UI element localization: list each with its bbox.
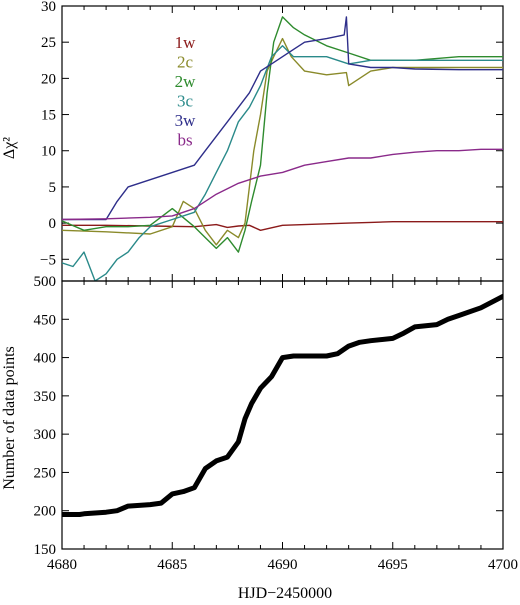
legend-entry-2c: 2c xyxy=(177,53,194,72)
series-line-3w xyxy=(62,16,503,221)
data-points-panel: 150 200 250 300 350 400 450 500 4680 4685 4690 4695… xyxy=(34,274,519,573)
plot-frame xyxy=(61,5,504,282)
y-tick-label: −5 xyxy=(40,252,56,268)
legend-entry-bs: bs xyxy=(177,131,192,150)
y-tick-label: 350 xyxy=(34,389,57,405)
series-line-bs xyxy=(62,148,503,221)
y-tick-label: 300 xyxy=(34,427,57,443)
y-axis-title-number-of-data-points: Number of data points xyxy=(1,346,18,490)
y-tick-label: 200 xyxy=(34,504,57,520)
y-tick-label: 400 xyxy=(34,351,57,367)
x-tick-label: 4700 xyxy=(488,557,518,573)
legend-entry-2w: 2w xyxy=(175,72,197,91)
series-line-1w xyxy=(62,220,503,232)
series-line-2c xyxy=(62,37,503,246)
y-tick-label: 25 xyxy=(41,35,56,51)
y-tick-label: 450 xyxy=(34,312,57,328)
x-axis-title-hjd: HJD−2450000 xyxy=(238,585,332,602)
series-line-data-points xyxy=(62,293,503,517)
series-line-2w xyxy=(62,16,503,253)
y-tick-label: 10 xyxy=(41,144,56,160)
y-axis-title-delta-chi2: Δχ² xyxy=(1,137,18,159)
series-line-3c xyxy=(62,45,503,281)
y-tick-label: 30 xyxy=(41,0,56,15)
legend-entry-3w: 3w xyxy=(175,111,197,130)
y-tick-label: 5 xyxy=(49,180,57,196)
y-tick-label: 15 xyxy=(41,108,56,124)
x-tick-label: 4695 xyxy=(378,557,408,573)
legend-entry-3c: 3c xyxy=(177,92,194,111)
y-tick-label: 150 xyxy=(34,542,57,558)
plot-frame xyxy=(61,280,504,550)
x-tick-label: 4685 xyxy=(157,557,187,573)
x-tick-label: 4680 xyxy=(47,557,77,573)
y-tick-label: 0 xyxy=(49,216,57,232)
y-tick-label: 250 xyxy=(34,465,57,481)
legend-entry-1w: 1w xyxy=(175,33,197,52)
y-tick-label: 20 xyxy=(41,71,56,87)
y-tick-label: 500 xyxy=(34,274,57,290)
x-tick-label: 4690 xyxy=(268,557,298,573)
